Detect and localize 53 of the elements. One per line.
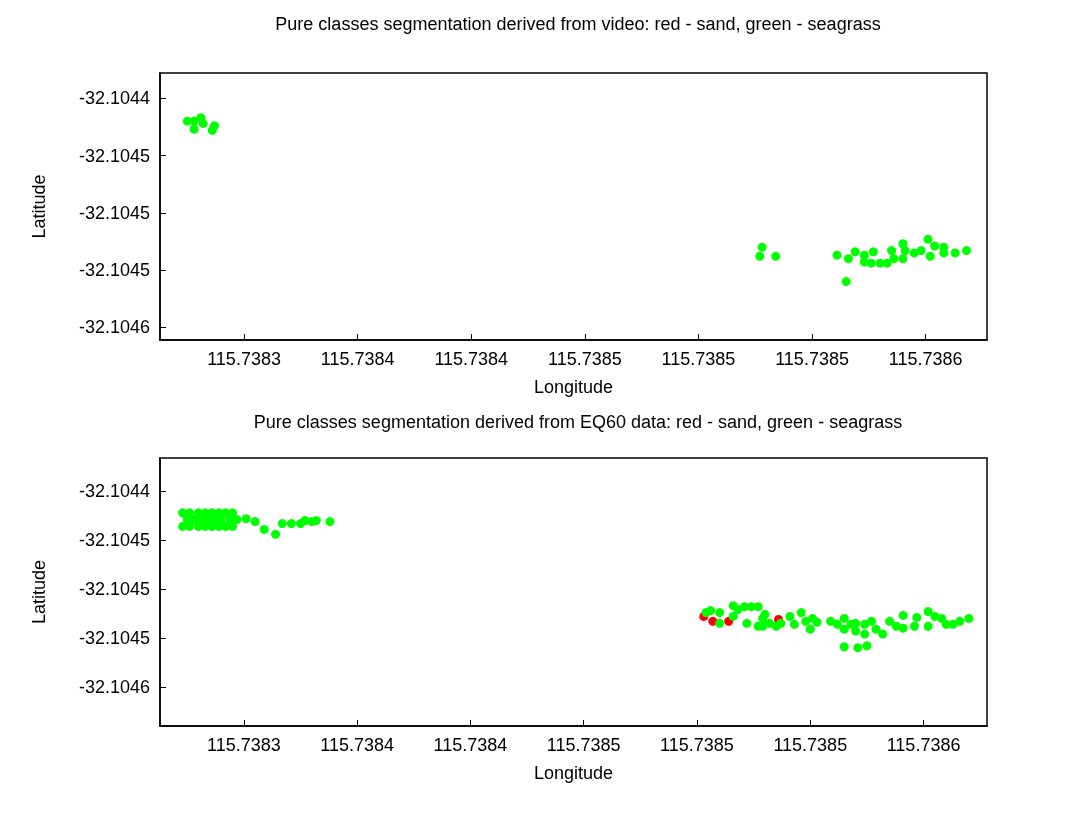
y-tick-label: -32.1045 (78, 530, 150, 551)
y-axis-title: Latitude (29, 559, 49, 625)
y-tick-label: -32.1045 (78, 579, 150, 600)
x-tick-label: 115.7385 (546, 735, 621, 755)
y-tick-label: -32.1045 (78, 202, 150, 223)
x-tick-label: 115.7385 (775, 349, 849, 369)
point (923, 234, 933, 244)
x-tick-label: 115.7384 (320, 349, 395, 369)
point (887, 246, 897, 256)
x-tick-label: 115.7384 (433, 735, 508, 755)
x-tick-label: 115.7385 (773, 735, 848, 755)
y-tick-label: -32.1046 (78, 676, 150, 697)
point (925, 251, 935, 261)
x-tick-label: 115.7385 (661, 349, 736, 369)
x-tick-label: 115.7385 (547, 349, 622, 369)
point (755, 251, 765, 261)
y-tick-label: -32.1044 (78, 481, 150, 502)
point (889, 254, 899, 264)
point (850, 247, 860, 257)
y-tick-label: -32.1045 (78, 260, 150, 281)
x-axis-title: Longitude (533, 763, 614, 783)
y-tick-label: -32.1045 (78, 627, 150, 648)
point (962, 246, 972, 256)
point (841, 277, 851, 287)
point (898, 254, 908, 264)
x-tick-label: 115.7384 (434, 349, 509, 369)
x-tick-label: 115.7385 (660, 735, 734, 755)
point (198, 118, 208, 128)
x-axis-title: Longitude (533, 377, 614, 397)
point (843, 254, 853, 264)
point (189, 124, 199, 134)
point (868, 247, 878, 257)
point (832, 250, 842, 260)
point (930, 241, 940, 251)
point (866, 258, 876, 268)
point (916, 246, 926, 256)
x-tick-label: 115.7384 (320, 735, 394, 755)
x-tick-label: 115.7383 (206, 735, 281, 755)
chart-title: Pure classes segmentation derived from video: red - sand, green - seagrass (275, 14, 881, 34)
x-tick-label: 115.7383 (207, 349, 281, 369)
x-tick-label: 115.7386 (888, 349, 963, 369)
y-axis-title: Latitude (29, 174, 49, 239)
point (757, 242, 767, 252)
y-tick-label: -32.1044 (78, 88, 150, 109)
x-tick-label: 115.7386 (886, 735, 961, 755)
point (207, 125, 217, 135)
y-tick-label: -32.1045 (78, 145, 150, 166)
point (900, 246, 910, 256)
chart-title: Pure classes segmentation derived from EQ60 data: red - sand, green - seagrass (253, 412, 903, 432)
point (950, 248, 960, 258)
point (882, 258, 892, 268)
y-tick-label: -32.1046 (78, 317, 150, 338)
point (771, 251, 781, 261)
